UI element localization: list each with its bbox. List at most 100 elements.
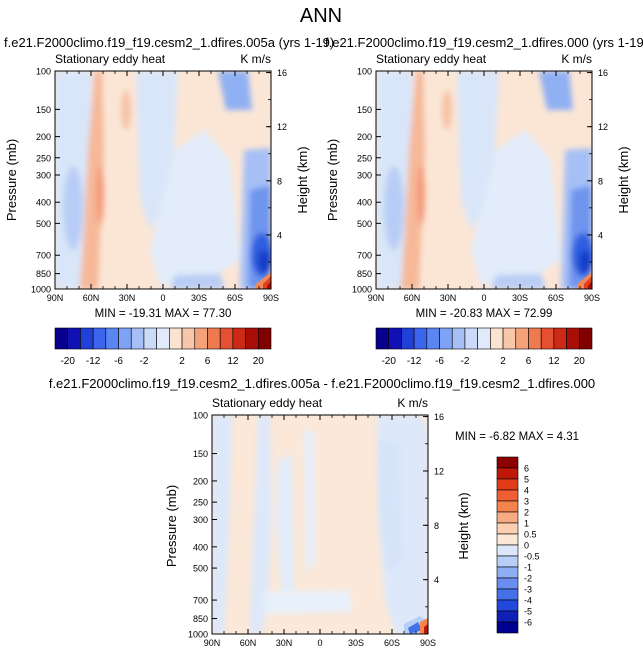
colorbar-label: -3 bbox=[524, 585, 532, 595]
colorbar-label: 0.5 bbox=[524, 530, 537, 540]
panel-2-title: f.e21.F2000climo.f19_f19.cesm2_1.dfires.… bbox=[325, 35, 643, 50]
pressure-tick-label: 500 bbox=[357, 219, 372, 229]
colorbar-label: -1 bbox=[524, 563, 532, 573]
panel-1-contour-field bbox=[55, 71, 271, 289]
colorbar-swatch bbox=[401, 327, 415, 350]
colorbar-label: -6 bbox=[524, 618, 532, 628]
pressure-tick-label: 500 bbox=[193, 564, 208, 574]
colorbar-swatch bbox=[426, 327, 440, 350]
colorbar-swatch bbox=[553, 327, 567, 350]
pressure-tick-label: 850 bbox=[193, 614, 208, 624]
colorbar-swatch bbox=[143, 327, 157, 350]
colorbar-swatch bbox=[496, 555, 519, 568]
colorbar-label: -6 bbox=[114, 356, 123, 367]
colorbar-label: 6 bbox=[205, 356, 211, 367]
lat-tick-label: 30N bbox=[440, 293, 457, 303]
colorbar-swatch bbox=[257, 327, 272, 350]
panel-3: f.e21.F2000climo.f19_f19.cesm2_1.dfires.… bbox=[49, 376, 595, 648]
panel-2-ylabel: Pressure (mb) bbox=[325, 139, 340, 221]
figure-title: ANN bbox=[300, 5, 342, 27]
panel-1-ylabel: Pressure (mb) bbox=[4, 139, 19, 221]
height-tick-label: 4 bbox=[434, 575, 439, 585]
panel-3-axes: 100 150 200 250 300 400 500 700 850 1000 16 12 8 4 90N… bbox=[188, 411, 444, 649]
lat-tick-label: 30N bbox=[119, 293, 136, 303]
pressure-tick-label: 300 bbox=[193, 515, 208, 525]
colorbar-label: 6 bbox=[526, 356, 532, 367]
colorbar-label: -0.5 bbox=[524, 552, 540, 562]
colorbar-swatch bbox=[477, 327, 491, 350]
lat-tick-label: 60S bbox=[384, 638, 400, 648]
colorbar-swatch bbox=[502, 327, 517, 350]
panel-2-ylabel-right: Height (km) bbox=[616, 146, 631, 213]
pressure-tick-label: 700 bbox=[193, 596, 208, 606]
pressure-tick-label: 400 bbox=[357, 198, 372, 208]
pressure-tick-label: 300 bbox=[357, 171, 372, 181]
pressure-tick-label: 850 bbox=[357, 269, 372, 279]
colorbar-label: -12 bbox=[86, 356, 101, 367]
panel-1-units: K m/s bbox=[240, 52, 271, 66]
panel-1: f.e21.F2000climo.f19_f19.cesm2_1.dfires.… bbox=[4, 35, 334, 367]
panel-1-stats: MIN = -19.31 MAX = 77.30 bbox=[95, 308, 232, 320]
height-tick-label: 4 bbox=[277, 230, 282, 240]
lat-tick-label: 30S bbox=[348, 638, 364, 648]
panel-3-surface-hotspot bbox=[404, 616, 428, 634]
colorbar-swatch bbox=[54, 327, 69, 350]
colorbar-swatch bbox=[232, 327, 246, 350]
colorbar-label: 12 bbox=[227, 356, 239, 367]
pressure-tick-label: 250 bbox=[193, 498, 208, 508]
colorbar-swatch bbox=[496, 522, 519, 535]
height-tick-label: 4 bbox=[598, 230, 603, 240]
pressure-tick-label: 200 bbox=[36, 132, 51, 142]
colorbar-swatch bbox=[496, 610, 519, 623]
lat-tick-label: 90S bbox=[263, 293, 279, 303]
colorbar-label: 0 bbox=[524, 541, 529, 551]
panel-1-subtitle: Stationary eddy heat bbox=[55, 52, 166, 66]
lat-tick-label: 30S bbox=[512, 293, 528, 303]
lat-tick-label: 60S bbox=[227, 293, 243, 303]
pressure-tick-label: 100 bbox=[193, 411, 208, 421]
colorbar-swatch bbox=[496, 599, 519, 612]
colorbar-swatch bbox=[207, 327, 221, 350]
colorbar-swatch bbox=[92, 327, 107, 350]
panel-1-title: f.e21.F2000climo.f19_f19.cesm2_1.dfires.… bbox=[4, 35, 334, 50]
colorbar-label: 4 bbox=[524, 486, 529, 496]
height-tick-label: 16 bbox=[277, 68, 287, 78]
height-tick-label: 12 bbox=[434, 466, 444, 476]
colorbar-swatch bbox=[181, 327, 196, 350]
colorbar-label: 2 bbox=[179, 356, 185, 367]
colorbar-swatch bbox=[219, 327, 234, 350]
height-tick-label: 12 bbox=[598, 122, 608, 132]
colorbar-swatch bbox=[496, 566, 519, 579]
colorbar-label: -12 bbox=[407, 356, 422, 367]
colorbar-swatch bbox=[156, 327, 170, 350]
colorbar-label: -20 bbox=[60, 356, 75, 367]
colorbar-swatch bbox=[496, 489, 519, 502]
panel-2: f.e21.F2000climo.f19_f19.cesm2_1.dfires.… bbox=[325, 35, 643, 367]
pressure-tick-label: 700 bbox=[36, 251, 51, 261]
pressure-tick-label: 1000 bbox=[31, 285, 51, 295]
panel-2-colorbar: -20 -12 -6 -2 2 6 12 20 bbox=[375, 327, 593, 367]
colorbar-label: 2 bbox=[500, 356, 506, 367]
lat-tick-label: 60N bbox=[404, 293, 421, 303]
colorbar-swatch bbox=[496, 621, 519, 634]
colorbar-swatch bbox=[578, 327, 593, 350]
colorbar-swatch bbox=[194, 327, 208, 350]
colorbar-swatch bbox=[130, 327, 145, 350]
colorbar-swatch bbox=[496, 500, 519, 513]
colorbar-label: -4 bbox=[524, 596, 532, 606]
pressure-tick-label: 250 bbox=[357, 153, 372, 163]
panel-1-colorbar: -20 -12 -6 -2 2 6 12 20 bbox=[54, 327, 272, 367]
colorbar-swatch bbox=[67, 327, 81, 350]
panel-2-surface-hotspot bbox=[577, 272, 592, 289]
colorbar-swatch bbox=[496, 511, 519, 524]
panel-3-title: f.e21.F2000climo.f19_f19.cesm2_1.dfires.… bbox=[49, 376, 595, 391]
colorbar-swatch bbox=[451, 327, 466, 350]
colorbar-swatch bbox=[496, 588, 519, 601]
colorbar-swatch bbox=[245, 327, 259, 350]
colorbar-swatch bbox=[566, 327, 580, 350]
colorbar-swatch bbox=[490, 327, 504, 350]
colorbar-swatch bbox=[388, 327, 402, 350]
colorbar-swatch bbox=[496, 533, 519, 546]
panel-3-subtitle: Stationary eddy heat bbox=[212, 396, 323, 410]
